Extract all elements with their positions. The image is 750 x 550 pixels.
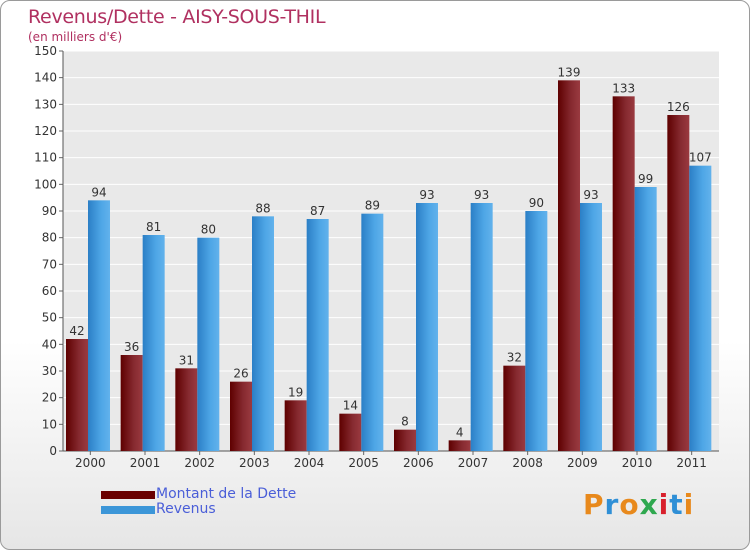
legend-label-dette: Montant de la Dette	[156, 486, 297, 502]
data-label: 133	[612, 81, 635, 95]
x-tick-label: 2006	[403, 456, 434, 470]
data-label: 4	[456, 425, 464, 439]
bar-revenus	[580, 203, 602, 451]
y-tick-label: 80	[42, 231, 57, 245]
x-tick-label: 2004	[294, 456, 325, 470]
bar-revenus	[306, 219, 329, 451]
bar-dette	[66, 339, 88, 451]
chart-title: Revenus/Dette - AISY-SOUS-THIL	[28, 6, 326, 28]
y-tick-label: 140	[34, 71, 57, 85]
bar-revenus	[142, 235, 165, 451]
x-tick-label: 2007	[458, 456, 489, 470]
data-label: 87	[310, 204, 325, 218]
legend-swatch-revenus	[101, 506, 155, 514]
y-tick-label: 100	[34, 177, 57, 191]
data-label: 139	[558, 65, 581, 79]
logo-letter: i	[683, 488, 695, 521]
x-tick-label: 2001	[130, 456, 161, 470]
y-tick-label: 60	[42, 284, 57, 298]
bar-dette	[284, 400, 307, 451]
data-label: 107	[689, 151, 712, 165]
bar-dette	[503, 365, 526, 451]
bar-dette	[339, 413, 362, 451]
data-label: 94	[91, 185, 106, 199]
chart-subtitle: (en milliers d'€)	[28, 30, 123, 44]
data-label: 99	[638, 172, 653, 186]
data-label: 80	[201, 223, 216, 237]
data-label: 14	[343, 399, 358, 413]
x-tick-label: 2009	[567, 456, 598, 470]
plot-area	[63, 51, 719, 451]
logo-letter: P	[583, 488, 605, 521]
data-label: 126	[667, 100, 690, 114]
bar-dette	[230, 381, 252, 451]
data-label: 81	[146, 220, 161, 234]
x-tick-label: 2011	[676, 456, 707, 470]
data-label: 32	[507, 351, 522, 365]
y-tick-label: 10	[42, 417, 57, 431]
y-tick-label: 130	[34, 97, 57, 111]
bar-dette	[175, 368, 198, 451]
data-label: 19	[288, 385, 303, 399]
data-label: 89	[365, 199, 380, 213]
data-label: 36	[124, 340, 139, 354]
bar-dette	[612, 96, 635, 451]
bar-dette	[558, 80, 580, 451]
legend-swatch-dette	[101, 491, 155, 499]
x-tick-label: 2003	[239, 456, 270, 470]
data-label: 93	[583, 188, 598, 202]
y-tick-label: 90	[42, 204, 57, 218]
logo-letter: o	[619, 488, 640, 521]
bar-dette	[667, 115, 690, 451]
proxiti-logo: Proxiti	[583, 488, 694, 521]
bar-dette	[120, 355, 143, 451]
data-label: 26	[233, 367, 248, 381]
data-label: 31	[179, 353, 194, 367]
x-tick-label: 2010	[622, 456, 653, 470]
bar-dette	[394, 429, 416, 451]
data-label: 88	[255, 201, 270, 215]
y-tick-label: 30	[42, 364, 57, 378]
logo-letter: t	[669, 488, 684, 521]
y-tick-label: 50	[42, 311, 57, 325]
legend-label-revenus: Revenus	[156, 501, 216, 517]
x-tick-label: 2002	[184, 456, 215, 470]
bar-revenus	[197, 237, 220, 451]
data-label: 8	[401, 415, 409, 429]
bar-revenus	[689, 165, 712, 451]
logo-letter: x	[639, 488, 659, 521]
bar-revenus	[361, 213, 384, 451]
data-label: 90	[529, 196, 544, 210]
x-tick-label: 2005	[348, 456, 379, 470]
bar-revenus	[252, 216, 274, 451]
data-label: 93	[474, 188, 489, 202]
y-tick-label: 150	[34, 44, 57, 58]
bar-revenus	[88, 200, 110, 451]
bar-dette	[448, 440, 471, 451]
logo-letter: i	[658, 488, 670, 521]
data-label: 42	[69, 324, 84, 338]
bar-revenus	[470, 203, 493, 451]
data-label: 93	[419, 188, 434, 202]
y-tick-label: 120	[34, 124, 57, 138]
x-tick-label: 2000	[75, 456, 106, 470]
y-tick-label: 70	[42, 257, 57, 271]
y-tick-label: 110	[34, 151, 57, 165]
bar-revenus	[416, 203, 438, 451]
y-tick-label: 20	[42, 391, 57, 405]
logo-letter: r	[604, 488, 620, 521]
x-tick-label: 2008	[512, 456, 543, 470]
y-tick-label: 0	[49, 444, 57, 458]
bar-revenus	[525, 211, 548, 451]
bar-revenus	[634, 187, 657, 451]
y-tick-label: 40	[42, 337, 57, 351]
